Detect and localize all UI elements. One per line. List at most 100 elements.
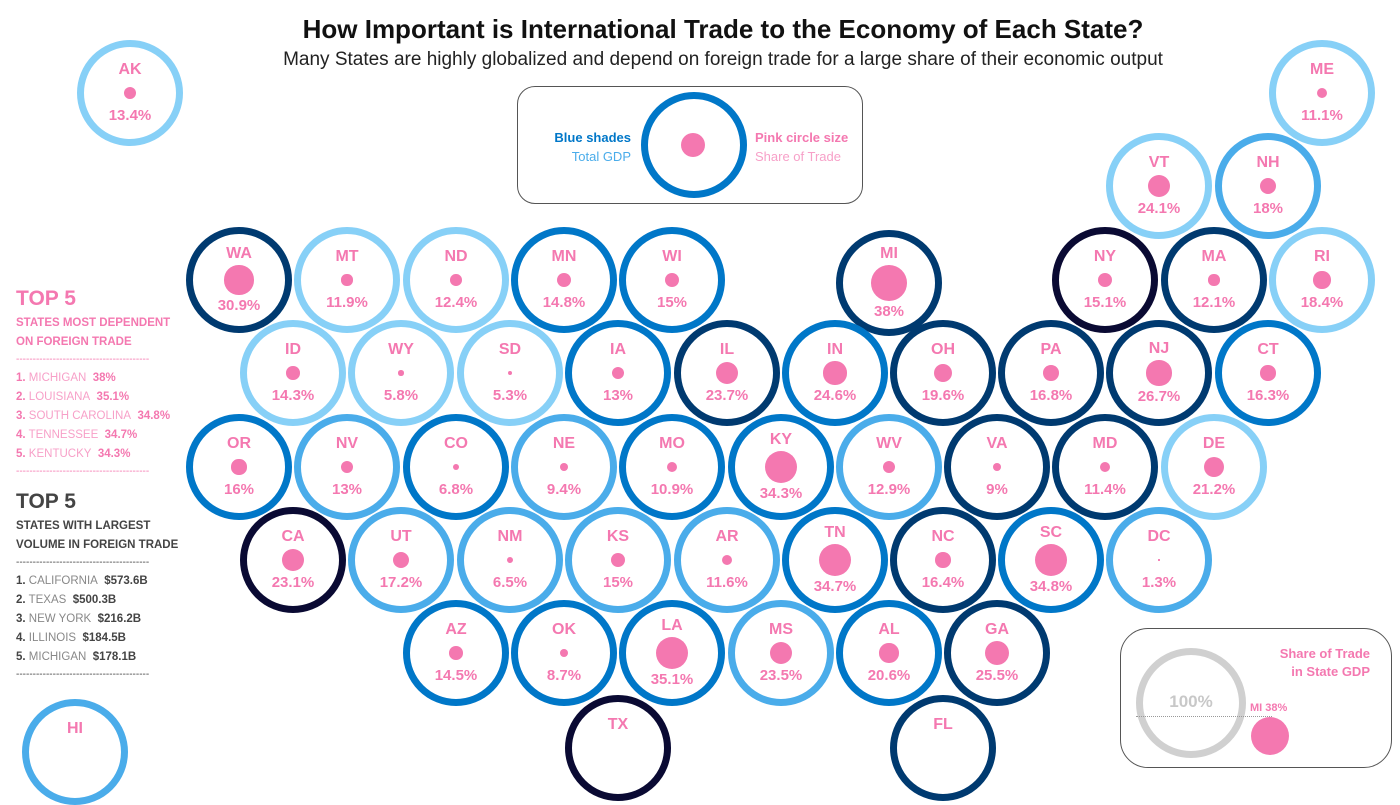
state-code: MT (335, 248, 359, 265)
state-circle-ny: NY 15.1% (1052, 227, 1158, 333)
top-dependent-subtitle: STATES MOST DEPENDENT ON FOREIGN TRADE (16, 314, 190, 352)
trade-share-label: 13.4% (108, 107, 152, 124)
trade-share-label: 12.9% (867, 481, 911, 498)
state-circle-nd: ND 12.4% (403, 227, 509, 333)
state-circle-il: IL 23.7% (674, 320, 780, 426)
state-code: UT (390, 528, 412, 545)
state-circle-md: MD 11.4% (1052, 414, 1158, 520)
state-circle-va: VA 9% (944, 414, 1050, 520)
state-circle-ks: KS 15% (565, 507, 671, 613)
rank: 1. (16, 372, 26, 384)
state-circle-vt: VT 24.1% (1106, 133, 1212, 239)
trade-share-label: 13% (602, 387, 634, 404)
legend-share-dot (681, 133, 705, 157)
state-name: TEXAS (28, 594, 67, 606)
state-name: TENNESSEE (28, 429, 99, 441)
trade-share-label: 18.4% (1300, 294, 1344, 311)
trade-share-label: 5.8% (383, 387, 419, 404)
state-code: CA (281, 528, 305, 545)
trade-share-dot (992, 462, 1002, 472)
ranking-value: 35.1% (96, 391, 130, 403)
title-line: in State GDP (1291, 664, 1370, 679)
page-title: How Important is International Trade to … (302, 14, 1144, 44)
trade-share-label: 38% (873, 302, 905, 320)
trade-share-dot (611, 366, 625, 380)
state-code: NM (497, 528, 523, 545)
trade-share-dot (882, 460, 896, 474)
ranking-value: 34.8% (137, 410, 171, 422)
state-circle-oh: OH 19.6% (890, 320, 996, 426)
state-code: TN (824, 523, 846, 541)
state-circle-ct: CT 16.3% (1215, 320, 1321, 426)
state-code: AR (715, 528, 739, 545)
trade-share-dot (1146, 360, 1172, 386)
ranking-value: 38% (92, 372, 116, 384)
state-circle-wi: WI 15% (619, 227, 725, 333)
state-circle-nj: NJ 26.7% (1106, 320, 1212, 426)
state-code: FL (933, 716, 953, 733)
state-code: MA (1201, 248, 1227, 265)
trade-share-label: 8.7% (546, 667, 582, 684)
state-circle-nc: NC 16.4% (890, 507, 996, 613)
trade-share-label: 24.1% (1137, 200, 1181, 217)
ranking-item: 5. MICHIGAN $178.1B (16, 648, 198, 667)
state-circle-ga: GA 25.5% (944, 600, 1050, 706)
trade-share-label: 6.5% (492, 574, 528, 591)
top-volume-subtitle: STATES WITH LARGEST VOLUME IN FOREIGN TR… (16, 517, 198, 555)
trade-share-label: 11.6% (706, 574, 748, 591)
divider: ---------------------------------------- (16, 354, 150, 365)
trade-share-label: 16.8% (1029, 387, 1073, 404)
ranking-value: $184.5B (82, 632, 126, 644)
trade-share-dot (224, 265, 254, 295)
state-code: ND (444, 248, 468, 265)
trade-share-dot (559, 648, 569, 658)
top-dependent-title: TOP 5 (16, 287, 76, 310)
state-circle-ky: KY 34.3% (728, 414, 834, 520)
state-code: NE (552, 435, 576, 452)
state-code: OK (552, 621, 576, 638)
trade-share-dot (769, 641, 793, 665)
state-code: SD (498, 341, 522, 358)
ranking-value: 34.3% (97, 448, 131, 460)
state-circle-sc: SC 34.8% (998, 507, 1104, 613)
ranking-value: $178.1B (92, 651, 137, 663)
trade-share-label: 19.6% (921, 387, 965, 404)
state-circle-me: ME 11.1% (1269, 40, 1375, 146)
state-circle-ca: CA 23.1% (240, 507, 346, 613)
trade-share-dot (871, 265, 907, 301)
ranking-item: 4. ILLINOIS $184.5B (16, 629, 198, 648)
state-code: ME (1310, 61, 1334, 78)
trade-share-label: 30.9% (217, 296, 261, 314)
rank: 4. (16, 429, 26, 441)
trade-share-dot (610, 552, 626, 568)
ranking-item: 3. NEW YORK $216.2B (16, 610, 198, 629)
state-name: NEW YORK (28, 613, 92, 625)
state-code: KY (769, 430, 793, 448)
subtitle-line: ON FOREIGN TRADE (16, 336, 132, 348)
state-circle-fl: FL (890, 695, 996, 801)
top-volume-panel: TOP 5 STATES WITH LARGEST VOLUME IN FORE… (16, 490, 198, 684)
rank: 5. (16, 448, 26, 460)
trade-share-label: 15% (656, 294, 688, 311)
trade-share-label: 16.3% (1246, 387, 1290, 404)
trade-share-dot (450, 274, 462, 286)
trade-share-dot (1313, 271, 1331, 289)
subtitle-line: STATES WITH LARGEST (16, 520, 151, 532)
trade-share-dot (1260, 365, 1276, 381)
share-legend-example-label: MI 38% (1250, 702, 1288, 714)
state-code: ID (285, 341, 301, 358)
trade-share-dot (1204, 457, 1224, 477)
state-circle-pa: PA 16.8% (998, 320, 1104, 426)
state-code: NJ (1148, 340, 1170, 358)
state-name: MICHIGAN (28, 651, 87, 663)
trade-share-label: 23.1% (271, 574, 315, 591)
top-volume-list: 1. CALIFORNIA $573.6B 2. TEXAS $500.3B 3. … (16, 572, 198, 667)
state-name: MICHIGAN (28, 372, 87, 384)
legend-blue-label: Blue shades (554, 130, 631, 145)
trade-share-label: 5.3% (492, 387, 528, 404)
trade-share-dot (392, 551, 410, 569)
ranking-item: 5. KENTUCKY 34.3% (16, 445, 190, 464)
state-code: AK (118, 61, 142, 78)
ranking-item: 4. TENNESSEE 34.7% (16, 426, 190, 445)
share-legend-title: Share of Trade in State GDP (1280, 645, 1370, 681)
